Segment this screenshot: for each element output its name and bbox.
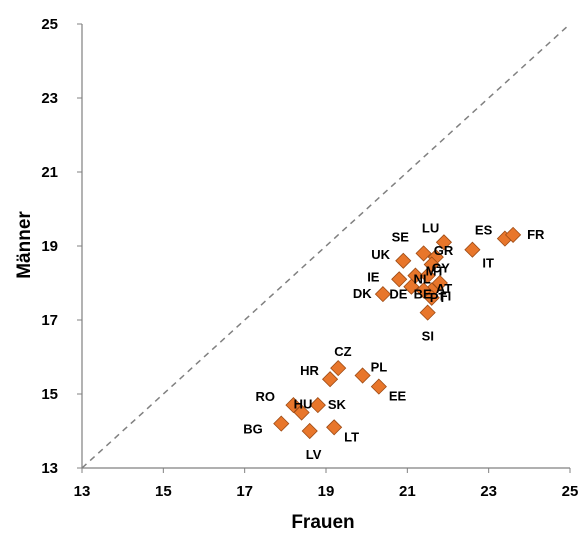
point-label-se: SE <box>392 229 410 244</box>
point-label-fr: FR <box>527 227 545 242</box>
point-label-cy: CY <box>432 261 450 276</box>
point-label-de: DE <box>389 287 407 302</box>
point-label-lv: LV <box>306 447 322 462</box>
data-point-pt <box>423 289 440 306</box>
x-tick-label: 17 <box>236 483 253 500</box>
point-label-pt: PT <box>430 290 447 305</box>
data-point-ee <box>370 378 387 395</box>
y-tick-label: 23 <box>41 90 58 107</box>
data-point-ie <box>391 271 408 288</box>
data-point-lv <box>301 422 318 440</box>
point-label-sk: SK <box>328 397 347 412</box>
point-label-es: ES <box>475 223 493 238</box>
y-tick-label: 21 <box>41 164 58 181</box>
data-point-uk <box>395 252 412 269</box>
point-label-lt: LT <box>344 429 359 444</box>
data-point-hr <box>322 371 339 388</box>
y-tick-label: 17 <box>41 312 58 329</box>
reference-line-diagonal <box>81 23 571 469</box>
data-point-de <box>403 278 420 295</box>
data-point-se <box>415 245 432 262</box>
x-tick-label: 19 <box>318 483 335 500</box>
point-label-mt: MT <box>426 264 445 279</box>
data-point-si <box>419 304 436 321</box>
point-label-ro: RO <box>255 389 275 404</box>
x-tick-label: 21 <box>399 483 416 500</box>
data-point-lu <box>435 234 452 251</box>
point-label-be: BE <box>414 286 432 301</box>
data-point-sk <box>309 397 326 414</box>
data-point-dk <box>374 286 391 303</box>
data-point-mt <box>419 267 436 284</box>
point-label-pl: PL <box>371 360 388 375</box>
data-point-it <box>464 241 481 258</box>
data-point-hu <box>293 404 310 421</box>
point-label-hu: HU <box>294 397 313 412</box>
point-label-hr: HR <box>300 363 319 378</box>
point-label-fi: FI <box>440 288 452 303</box>
point-label-bg: BG <box>243 422 263 437</box>
point-label-ee: EE <box>389 389 407 404</box>
point-label-dk: DK <box>353 286 372 301</box>
x-axis-title: Frauen <box>291 512 354 533</box>
data-point-cz <box>330 360 347 377</box>
data-point-pl <box>354 367 371 384</box>
point-label-nl: NL <box>413 272 430 287</box>
point-label-uk: UK <box>371 247 390 262</box>
point-label-at: AT <box>436 281 452 296</box>
x-tick-label: 25 <box>562 483 579 500</box>
data-point-lt <box>326 419 343 436</box>
x-tick-label: 15 <box>155 483 172 500</box>
axis-ticks: 13 15 17 19 21 23 25 13 15 17 19 21 23 25 <box>41 16 578 500</box>
point-label-it: IT <box>482 256 494 271</box>
x-tick-label: 23 <box>480 483 497 500</box>
y-tick-label: 15 <box>41 386 58 403</box>
point-label-ie: IE <box>367 269 380 284</box>
x-tick-label: 13 <box>74 483 91 500</box>
data-point-fr <box>505 226 522 243</box>
point-label-lu: LU <box>422 220 439 235</box>
point-label-gr: GR <box>434 243 454 258</box>
data-point-bg <box>273 415 290 432</box>
point-label-si: SI <box>422 329 434 344</box>
data-points <box>273 226 522 440</box>
y-axis-title: Männer <box>14 211 35 279</box>
point-label-cz: CZ <box>334 344 351 359</box>
y-tick-label: 19 <box>41 238 58 255</box>
y-tick-label: 13 <box>41 460 58 477</box>
y-tick-label: 25 <box>41 16 58 33</box>
